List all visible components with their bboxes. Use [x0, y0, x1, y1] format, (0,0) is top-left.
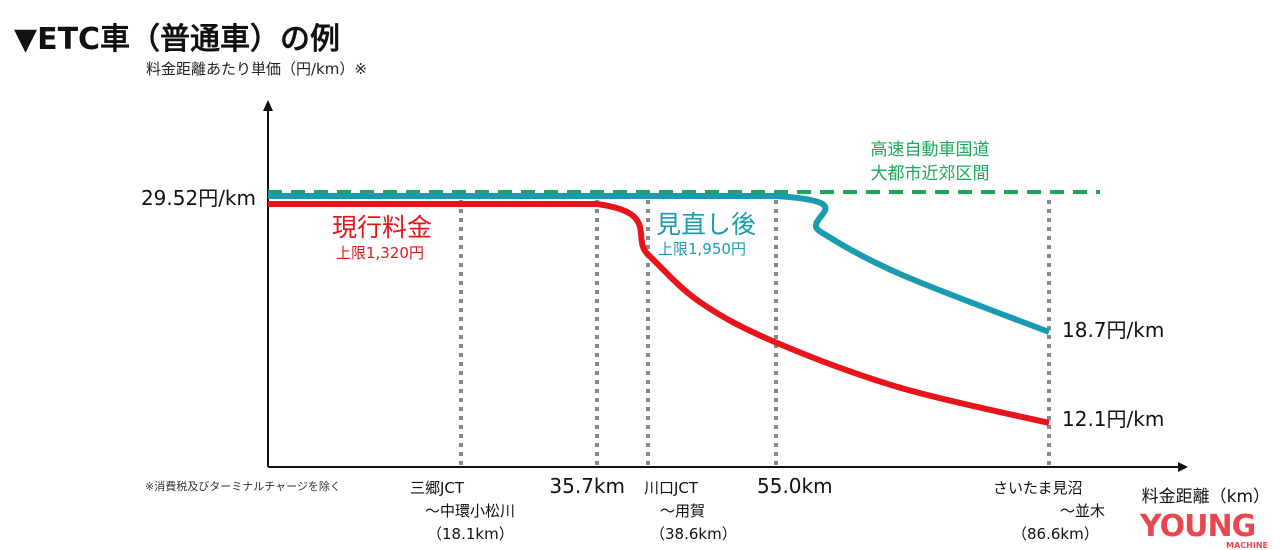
series-sublabel-current: 上限1,320円	[336, 244, 424, 262]
footnote: ※消費税及びターミナルチャージを除く	[145, 479, 341, 493]
y-axis-arrow	[263, 100, 273, 111]
x-tick-label: （18.1km）	[427, 525, 514, 543]
x-axis-arrow	[1178, 462, 1188, 472]
x-tick-label: 55.0km	[757, 474, 833, 498]
x-tick-label: （86.6km）	[1012, 525, 1099, 543]
series-label-revised: 見直し後	[656, 210, 756, 239]
x-tick-label: ～中環小松川	[425, 502, 515, 520]
series-sublabel-revised: 上限1,950円	[658, 240, 746, 258]
y-tick-label: 29.52円/km	[141, 186, 256, 210]
end-label-current: 12.1円/km	[1062, 407, 1164, 431]
chart-title: ▼ETC車（普通車）の例	[14, 22, 341, 57]
x-axis-label: 料金距離（km）	[1142, 487, 1270, 507]
series-line-1	[268, 193, 1051, 335]
series-line-0	[268, 201, 1050, 426]
x-tick-label: 川口JCT	[644, 479, 699, 497]
logo-sub: MACHINE	[1226, 541, 1268, 550]
x-tick-label: ～並木	[1060, 502, 1105, 520]
x-tick-label: （38.6km）	[650, 525, 737, 543]
series-label-expressway: 大都市近郊区間	[871, 164, 990, 184]
series-label-expressway: 高速自動車国道	[871, 140, 990, 160]
x-tick-label: 三郷JCT	[410, 479, 465, 497]
series-label-current: 現行料金	[332, 213, 432, 242]
y-axis-label: 料金距離あたり単価（円/km）※	[146, 60, 367, 78]
logo: YOUNG	[1139, 509, 1255, 544]
x-tick-label: ～用賀	[660, 502, 705, 520]
x-tick-label: さいたま見沼	[993, 479, 1083, 497]
x-tick-label: 35.7km	[549, 474, 625, 498]
end-label-revised: 18.7円/km	[1062, 318, 1164, 342]
